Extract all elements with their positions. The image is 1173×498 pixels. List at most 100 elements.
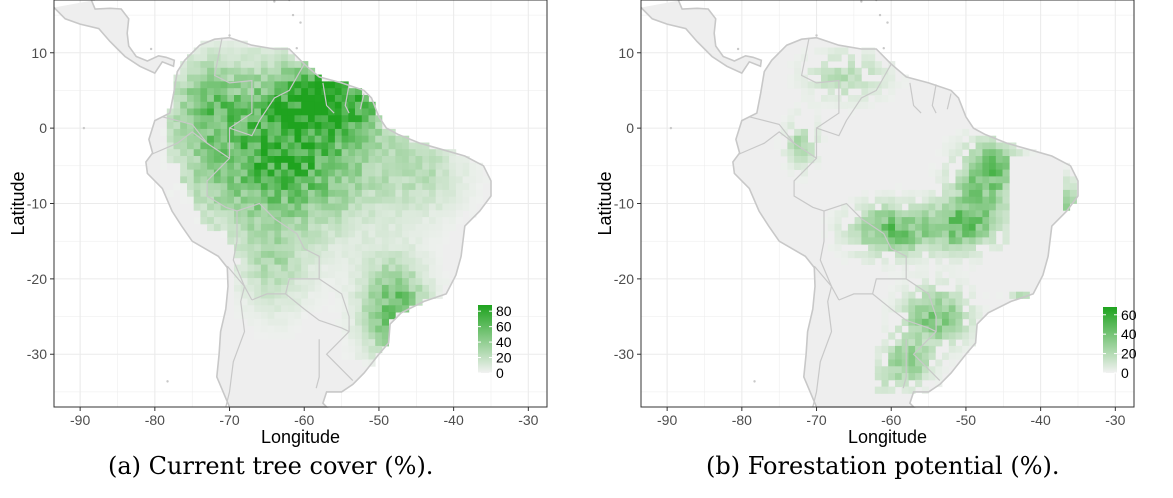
heatmap-cell [314, 271, 322, 279]
heatmap-cell [308, 284, 316, 293]
heatmap-cell [368, 196, 376, 204]
heatmap-cell [915, 325, 923, 333]
heatmap-cell [968, 257, 976, 265]
heatmap-cell [442, 169, 450, 177]
heatmap-cell [321, 210, 329, 218]
heatmap-cell [287, 196, 295, 204]
heatmap-cell [881, 67, 889, 75]
heatmap-cell [328, 264, 336, 272]
heatmap-cell [814, 156, 822, 164]
heatmap-cell [942, 251, 950, 259]
heatmap-cell [429, 210, 437, 218]
heatmap-cell [193, 149, 201, 157]
heatmap-cell [375, 305, 383, 313]
heatmap-cell [895, 359, 903, 367]
heatmap-cell [388, 312, 396, 320]
heatmap-cell [888, 223, 896, 232]
heatmap-cell [240, 95, 248, 103]
heatmap-cell [234, 149, 242, 157]
heatmap-cell [888, 210, 896, 218]
heatmap-cell [207, 67, 215, 75]
heatmap-cell [254, 135, 262, 143]
heatmap-cell [254, 54, 262, 62]
heatmap-cell [220, 203, 228, 211]
heatmap-cell [267, 264, 275, 272]
heatmap-cell [935, 210, 943, 218]
heatmap-cell [207, 210, 215, 218]
heatmap-cell [402, 135, 410, 143]
heatmap-cell [794, 108, 802, 116]
heatmap-cell [388, 278, 396, 286]
heatmap-cell [415, 196, 423, 204]
heatmap-cell [942, 298, 950, 306]
heatmap-cell [207, 115, 215, 123]
heatmap-cell [874, 217, 882, 225]
heatmap-cell [881, 196, 889, 204]
heatmap-cell [368, 257, 376, 265]
heatmap-cells [160, 40, 490, 367]
heatmap-cell [341, 230, 349, 238]
heatmap-cell [227, 115, 235, 123]
heatmap-cell [942, 176, 950, 184]
heatmap-cell [294, 81, 302, 89]
heatmap-cell [1063, 203, 1071, 211]
heatmap-cell [314, 251, 322, 259]
heatmap-cell [800, 156, 808, 164]
heatmap-cell [381, 339, 389, 347]
heatmap-cell [921, 264, 929, 272]
heatmap-cell [935, 298, 943, 306]
heatmap-cell [287, 257, 295, 265]
heatmap-cell [334, 162, 342, 170]
heatmap-cell [274, 176, 282, 184]
heatmap-cell [841, 67, 849, 75]
heatmap-cell [321, 162, 329, 170]
heatmap-cell [388, 257, 396, 265]
heatmap-cell [381, 217, 389, 225]
heatmap-cell [260, 203, 268, 211]
heatmap-cell [234, 128, 242, 137]
heatmap-cell [995, 142, 1003, 150]
heatmap-cell [213, 74, 221, 82]
heatmap-cell [381, 223, 389, 232]
heatmap-cell [301, 278, 309, 286]
heatmap-cell [375, 149, 383, 157]
heatmap-cell [247, 189, 255, 198]
heatmap-cell [422, 156, 430, 164]
heatmap-cell [314, 108, 322, 116]
heatmap-cell [287, 88, 295, 96]
heatmap-cell [348, 264, 356, 272]
heatmap-cell [442, 271, 450, 279]
heatmap-cell [935, 359, 943, 367]
heatmap-cell [301, 217, 309, 225]
heatmap-cell [247, 196, 255, 204]
heatmap-cell [794, 149, 802, 157]
heatmap-cell [180, 135, 188, 143]
heatmap-cell [975, 189, 983, 198]
heatmap-cell [274, 318, 282, 326]
heatmap-cell [328, 251, 336, 259]
heatmap-cell [814, 135, 822, 143]
heatmap-cell [361, 244, 369, 252]
heatmap-cell [381, 210, 389, 218]
heatmap-cell [861, 237, 869, 245]
heatmap-cell [287, 278, 295, 286]
heatmap-cell [989, 135, 997, 143]
heatmap-cell [800, 95, 808, 103]
heatmap-cell [187, 115, 195, 123]
heatmap-cell [847, 54, 855, 62]
heatmap-cell [281, 67, 289, 75]
heatmap-cell [234, 135, 242, 143]
heatmap-cell [814, 101, 822, 109]
heatmap-cell [187, 149, 195, 157]
x-tick-label: -30 [518, 412, 538, 428]
heatmap-cell [227, 176, 235, 184]
heatmap-cell [921, 210, 929, 218]
heatmap-cell [868, 67, 876, 75]
heatmap-cell [381, 257, 389, 265]
heatmap-cell [821, 67, 829, 75]
heatmap-cell [287, 135, 295, 143]
heatmap-cell [1016, 291, 1024, 299]
heatmap-cell [166, 149, 174, 157]
heatmap-cell [274, 101, 282, 109]
heatmap-cell [220, 74, 228, 82]
